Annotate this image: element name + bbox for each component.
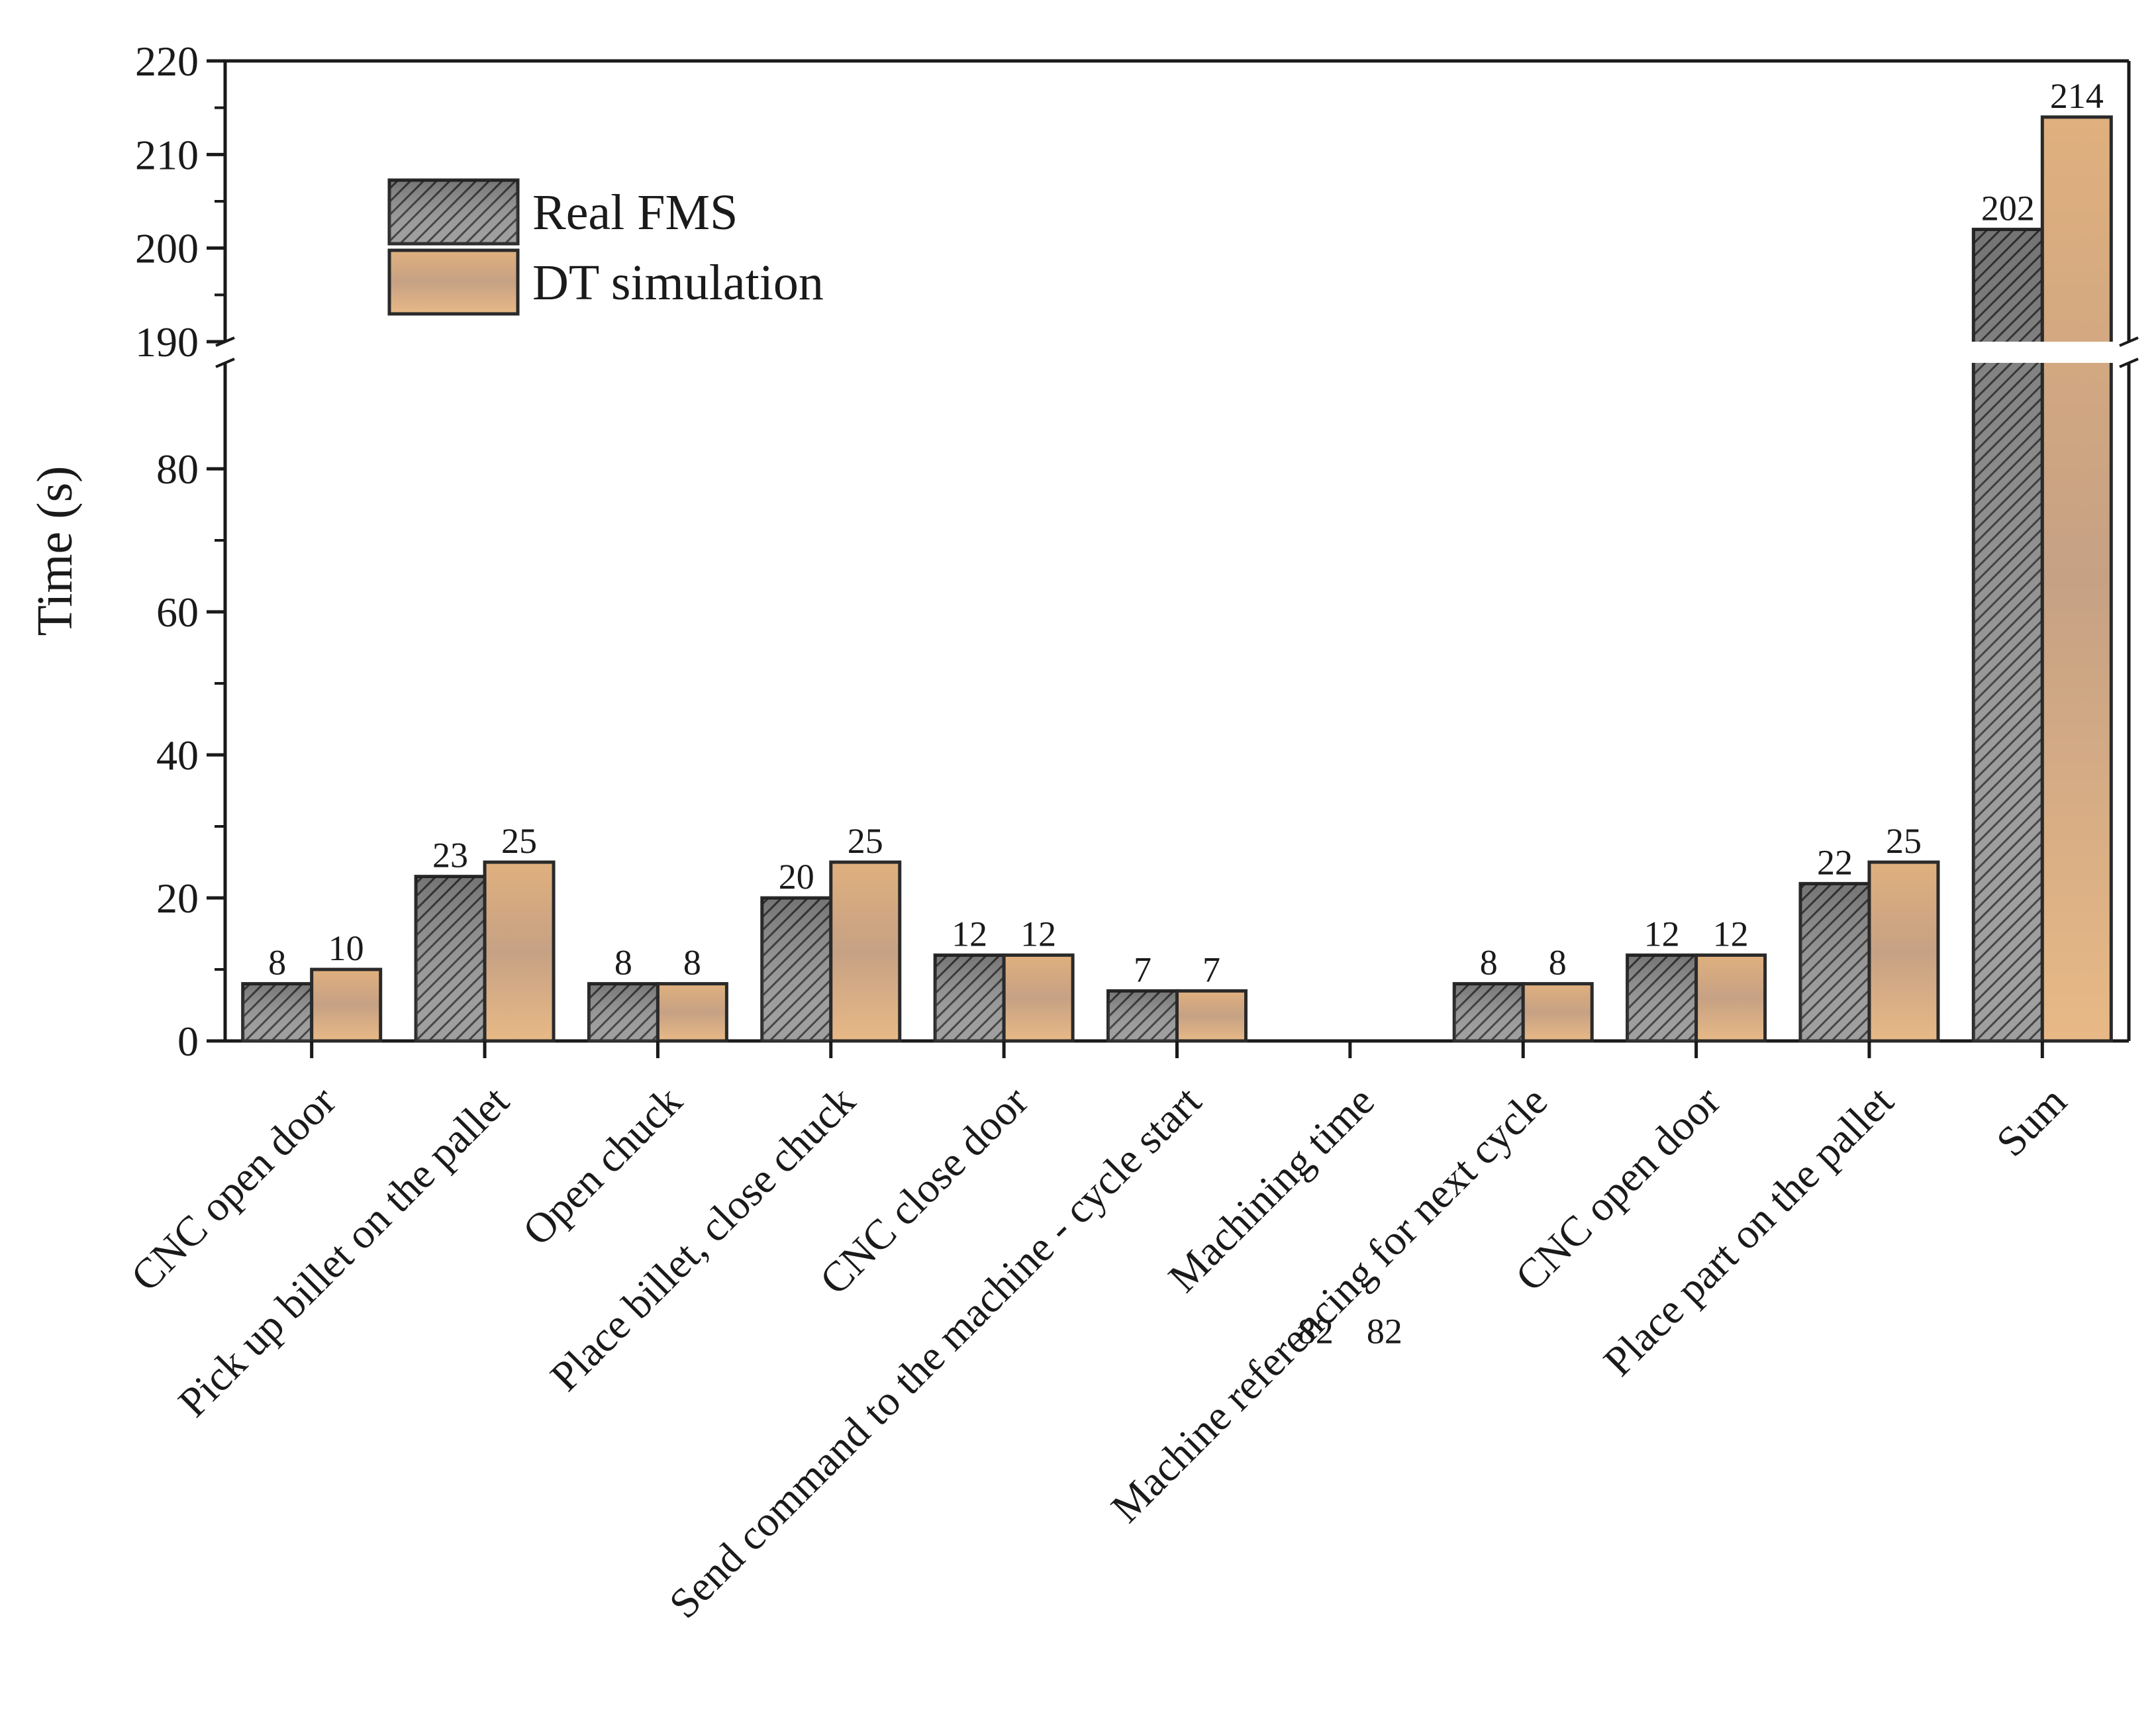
bar-value-label: 202 (1981, 188, 2035, 228)
bar-value-label: 12 (952, 914, 987, 954)
bar-value-label: 12 (1644, 914, 1680, 954)
right-axis-break-mark (2119, 336, 2139, 347)
bar-shade (935, 955, 1004, 1041)
category-label: Place billet, close chuck (541, 1077, 864, 1401)
bar-dt-simulation (2040, 115, 2113, 1043)
bar-value-label: 12 (1020, 914, 1056, 954)
bar-shade (416, 876, 485, 1041)
bar-value-label: 12 (1713, 914, 1749, 954)
bar-value-label: 82 (1367, 1311, 1402, 1351)
y-tick-label: 210 (135, 131, 199, 178)
y-tick-label: 0 (177, 1018, 199, 1065)
bar-shade (589, 983, 658, 1041)
bar-value-label: 8 (268, 943, 286, 983)
y-tick-label: 60 (156, 589, 199, 636)
legend-label: Real FMS (532, 185, 738, 240)
bar-shade (1108, 991, 1177, 1041)
bar-value-label: 8 (1480, 943, 1498, 983)
bar-value-label: 8 (614, 943, 632, 983)
bar-dt-simulation (829, 860, 902, 1043)
bar-shade (1454, 983, 1524, 1041)
bar-dt-simulation (1521, 982, 1594, 1043)
bar-value-label: 214 (2050, 76, 2104, 116)
y-tick-label: 40 (156, 732, 199, 779)
bar-shade (242, 983, 312, 1041)
bar-dt-simulation (1002, 953, 1075, 1043)
bar-dt-simulation (656, 982, 728, 1043)
axis-break-band (228, 342, 2126, 363)
bar-value-label: 23 (432, 836, 468, 875)
legend-label: DT simulation (532, 255, 824, 311)
bar-shade (1800, 883, 1869, 1041)
bar-dt-simulation (1867, 860, 1940, 1043)
bar-dt-simulation (1694, 953, 1767, 1043)
y-tick-label: 20 (156, 875, 199, 922)
bar-value-label: 8 (683, 943, 701, 983)
bar-value-label: 8 (1549, 943, 1567, 983)
bar-value-label: 20 (779, 857, 814, 897)
bar-dt-simulation (1175, 989, 1248, 1043)
category-label: Open chuck (514, 1077, 691, 1255)
bar-dt-simulation (483, 860, 556, 1043)
y-tick-label: 190 (135, 319, 199, 366)
bar-shade (1627, 955, 1696, 1041)
y-axis-title: Time (s) (27, 466, 83, 636)
bar-shade (761, 898, 831, 1041)
bar-value-label: 7 (1134, 950, 1152, 989)
bar-value-label: 25 (848, 821, 883, 861)
legend-swatch-shade (389, 180, 518, 244)
bar-value-label: 22 (1817, 842, 1853, 882)
bar-value-label: 82 (1298, 1311, 1334, 1351)
bar-shade (1973, 229, 2043, 1041)
y-tick-label: 200 (135, 225, 199, 272)
y-axis-break-mark (215, 358, 235, 368)
y-axis-break-mark (215, 336, 235, 347)
category-label: Sum (1987, 1077, 2075, 1165)
right-axis-break-mark (2119, 358, 2139, 368)
category-label: Pick up billet on the pallet (169, 1077, 518, 1426)
bar-value-label: 7 (1202, 950, 1220, 989)
y-tick-label: 220 (135, 38, 199, 85)
bar-value-label: 10 (328, 928, 364, 968)
bar-dt-simulation (310, 967, 383, 1043)
category-label: Place part on the pallet (1594, 1077, 1902, 1385)
bar-value-label: 25 (501, 821, 537, 861)
y-tick-label: 80 (156, 446, 199, 493)
legend-swatch-dt-simulation (387, 248, 520, 316)
bar-value-label: 25 (1886, 821, 1922, 861)
